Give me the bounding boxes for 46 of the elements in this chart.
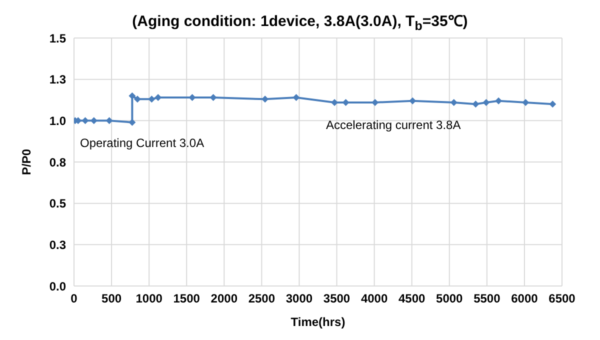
y-tick-label: 0.3 [49, 238, 66, 252]
x-axis-title: Time(hrs) [290, 315, 346, 329]
x-tick-label: 500 [102, 292, 122, 306]
point [148, 96, 156, 103]
x-tick-label: 0 [70, 292, 78, 306]
x-tick-label: 5000 [436, 292, 464, 306]
x-tick-label: 2000 [210, 292, 238, 306]
annotation: Accelerating current 3.8A [326, 118, 461, 132]
x-tick-label: 4000 [360, 292, 388, 306]
x-tick-label: 6000 [511, 292, 538, 306]
x-tick-label: 1500 [173, 292, 200, 306]
y-tick-label: 0.0 [49, 279, 66, 294]
chart-title: (Aging condition: 1device, 3.8A(3.0A), T$_{b}$=35℃) [132, 13, 468, 33]
x-tick-label: 5500 [474, 292, 501, 306]
y-axis-title: P/P0 [19, 148, 34, 176]
point [409, 97, 416, 104]
point [262, 96, 269, 103]
point [450, 98, 458, 106]
point [128, 92, 136, 100]
x-tick-label: 3000 [286, 292, 313, 306]
point [134, 96, 141, 103]
point [472, 100, 480, 108]
y-tick-label: 1.5 [49, 31, 66, 46]
x-tick-label: 1000 [136, 292, 163, 306]
point [82, 117, 89, 124]
y-tick-label: 1.3 [49, 72, 66, 87]
y-tick-label: 1.0 [49, 114, 66, 128]
point [522, 98, 530, 106]
y-tick-label: 0.8 [49, 155, 66, 170]
x-tick-label: 3500 [323, 292, 350, 306]
point [210, 94, 217, 102]
point [292, 94, 300, 102]
point [106, 117, 113, 124]
point [495, 97, 502, 104]
x-tick-label: 4500 [398, 292, 426, 306]
point [342, 98, 350, 106]
x-tick-label: 6500 [548, 292, 576, 306]
point [482, 98, 490, 106]
point [128, 118, 136, 126]
point [372, 98, 379, 106]
annotation: Operating Current 3.0A [80, 136, 204, 150]
point [549, 100, 556, 108]
point [188, 94, 196, 102]
y-tick-label: 0.5 [49, 196, 66, 211]
point [90, 117, 98, 124]
x-tick-label: 2500 [248, 292, 276, 306]
